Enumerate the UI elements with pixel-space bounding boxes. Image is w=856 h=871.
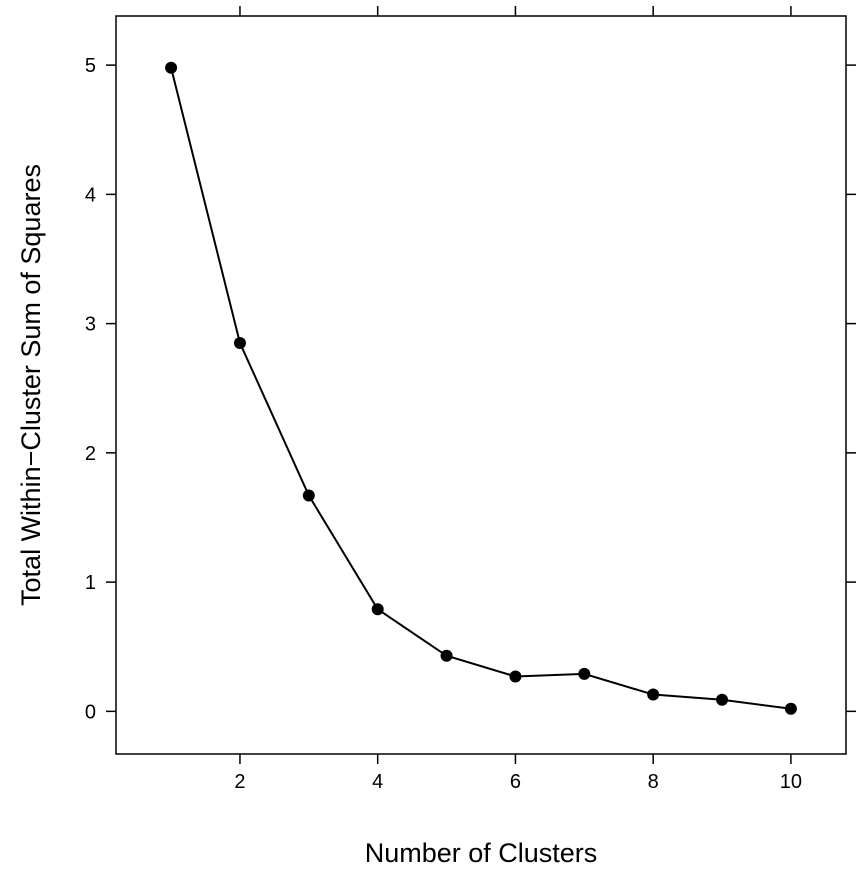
data-points	[165, 61, 797, 715]
x-tick-label: 2	[234, 771, 245, 793]
data-point	[578, 667, 591, 680]
data-point	[440, 649, 453, 662]
data-point	[716, 693, 729, 706]
plot-frame	[115, 15, 847, 755]
y-tick-label: 0	[85, 701, 96, 723]
axis-ticks	[106, 6, 856, 764]
x-tick-label: 10	[780, 771, 802, 793]
data-point	[233, 336, 246, 349]
y-axis-label: Total Within−Cluster Sum of Squares	[16, 164, 46, 606]
x-tick-label: 4	[372, 771, 383, 793]
data-point	[509, 670, 522, 683]
x-tick-label: 8	[648, 771, 659, 793]
series-line	[170, 67, 792, 710]
data-point	[371, 603, 384, 616]
x-axis-label: Number of Clusters	[365, 838, 598, 868]
data-point	[784, 702, 797, 715]
y-tick-label: 5	[85, 55, 96, 77]
tick-labels: 2 4 6 8 10 0 1 2 3 4 5	[85, 55, 802, 793]
y-tick-label: 4	[85, 184, 96, 206]
data-point	[647, 688, 660, 701]
y-tick-label: 2	[85, 443, 96, 465]
y-tick-label: 3	[85, 314, 96, 336]
data-point	[302, 489, 315, 502]
data-point	[165, 61, 178, 74]
x-tick-label: 6	[510, 771, 521, 793]
y-tick-label: 1	[85, 572, 96, 594]
